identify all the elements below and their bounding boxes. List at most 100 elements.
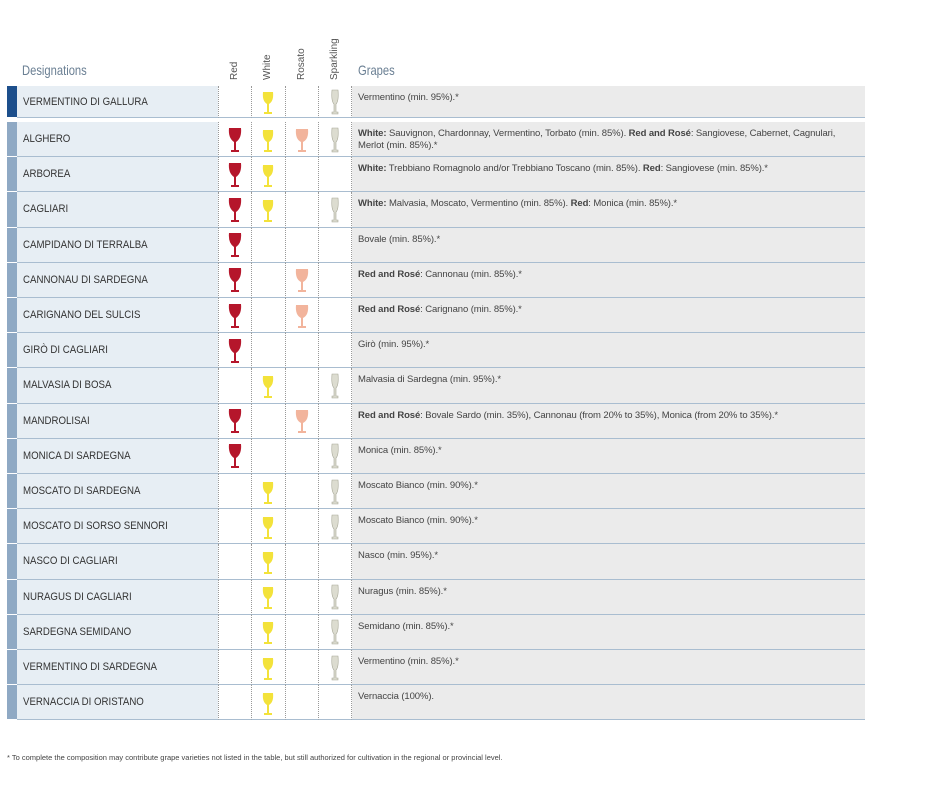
white-glass	[262, 657, 274, 680]
type-cell	[318, 579, 352, 615]
type-cell	[251, 614, 285, 650]
designation-cell: MONICA DI SARDEGNA	[17, 438, 218, 474]
designations-header: Designations	[22, 62, 87, 78]
grapes-cell: Malvasia di Sardegna (min. 95%).*	[352, 368, 865, 404]
grapes-cell: Moscato Bianco (min. 90%).*	[352, 474, 865, 510]
grapes-text: Moscato Bianco (min. 90%).*	[358, 515, 478, 527]
sparkling-glass	[331, 197, 339, 223]
grapes-cell: Vermentino (min. 95%).*	[352, 86, 865, 118]
type-cell	[218, 298, 251, 334]
grapes-text: : Sangiovese (min. 85%).*	[660, 163, 768, 175]
designation: CAGLIARI	[23, 203, 69, 216]
grapes-text: Moscato Bianco (min. 90%).*	[358, 480, 478, 491]
grapes-text: : Sangiovese, Cabernet, Cagnulari, Merlo…	[358, 128, 836, 151]
row-strip	[7, 650, 17, 686]
type-cell	[218, 262, 251, 298]
designation: VERMENTINO DI GALLURA	[23, 95, 148, 108]
sparkling-glass	[331, 620, 339, 645]
grapes-text: Girò (min. 95%).*	[358, 339, 430, 351]
type-cell	[318, 614, 352, 650]
row-strip	[7, 579, 17, 615]
designation: MANDROLISAI	[23, 414, 90, 427]
grapes-cell: Red and Rosé: Carignano (min. 85%).*	[352, 298, 865, 334]
grapes-text: Nuragus (min. 85%).*	[358, 585, 447, 597]
type-header: Sparkling	[329, 38, 340, 80]
type-cell	[251, 86, 285, 118]
type-cell	[251, 474, 285, 510]
grapes-text: : Cannonau (min. 85%).*	[420, 268, 522, 280]
type-cell	[318, 474, 352, 510]
type-cell	[318, 544, 352, 580]
type-cell	[318, 403, 352, 439]
type-cell	[251, 579, 285, 615]
type-cell	[318, 438, 352, 474]
red-glass	[228, 303, 241, 328]
row-strip	[7, 298, 17, 334]
type-cell	[318, 685, 352, 721]
type-cell	[251, 509, 285, 545]
type-cell	[218, 579, 251, 615]
red-glass	[228, 233, 241, 258]
designation-cell: ARBOREA	[17, 157, 218, 193]
grapes-cell: Nuragus (min. 85%).*	[352, 579, 865, 615]
type-cell	[285, 403, 318, 439]
row-strip	[7, 438, 17, 474]
type-cell	[318, 509, 352, 545]
type-cell	[285, 438, 318, 474]
rosato-glass	[295, 410, 308, 434]
grapes-cell: Moscato Bianco (min. 90%).*	[352, 509, 865, 545]
type-cell	[251, 403, 285, 439]
red-glass	[228, 444, 241, 469]
designation-cell: MOSCATO DI SORSO SENNORI	[17, 509, 218, 545]
designation: VERNACCIA DI ORISTANO	[23, 696, 144, 709]
designation-cell: VERNACCIA DI ORISTANO	[17, 685, 218, 721]
designation-cell: CARIGNANO DEL SULCIS	[17, 298, 218, 334]
sparkling-glass	[331, 584, 339, 610]
type-cell	[285, 579, 318, 615]
white-glass	[262, 129, 274, 152]
designation-cell: CAMPIDANO DI TERRALBA	[17, 227, 218, 263]
grapes-cell: Vernaccia (100%).	[352, 685, 865, 721]
type-header: Rosato	[295, 48, 307, 80]
row-strip	[7, 368, 17, 404]
rosato-glass	[295, 128, 308, 152]
designation: GIRÒ DI CAGLIARI	[23, 344, 108, 357]
grapes-text: Monica (min. 85%).*	[358, 444, 442, 456]
type-cell	[251, 438, 285, 474]
red-glass	[228, 127, 241, 152]
designation-cell: GIRÒ DI CAGLIARI	[17, 333, 218, 369]
red-glass	[228, 268, 241, 293]
red-glass	[228, 338, 241, 363]
type-cell	[285, 650, 318, 686]
type-cell	[318, 192, 352, 228]
row-strip	[7, 192, 17, 228]
type-cell	[285, 86, 318, 118]
type-cell	[318, 262, 352, 298]
rosato-glass	[295, 304, 308, 328]
type-cell	[218, 544, 251, 580]
grapes-cell: Semidano (min. 85%).*	[352, 614, 865, 650]
footnote: * To complete the composition may contri…	[7, 753, 503, 762]
type-cell	[218, 614, 251, 650]
type-cell	[218, 157, 251, 193]
grapes-cell: Monica (min. 85%).*	[352, 438, 865, 474]
designation-cell: ALGHERO	[17, 122, 218, 158]
grapes-bold: Red	[570, 198, 589, 210]
type-cell	[285, 192, 318, 228]
type-cell	[251, 650, 285, 686]
type-cell	[285, 509, 318, 545]
type-cell	[318, 333, 352, 369]
row-strip	[7, 227, 17, 263]
designation: CANNONAU DI SARDEGNA	[23, 273, 148, 286]
designation-cell: VERMENTINO DI SARDEGNA	[17, 650, 218, 686]
type-header: Red	[228, 61, 240, 80]
designation: MOSCATO DI SARDEGNA	[23, 485, 141, 498]
row-strip	[7, 262, 17, 298]
type-cell	[251, 298, 285, 334]
type-cell	[251, 262, 285, 298]
rosato-glass	[295, 269, 308, 293]
type-cell	[285, 298, 318, 334]
sparkling-glass	[331, 373, 339, 399]
type-cell	[251, 192, 285, 228]
designation: CARIGNANO DEL SULCIS	[23, 309, 141, 322]
